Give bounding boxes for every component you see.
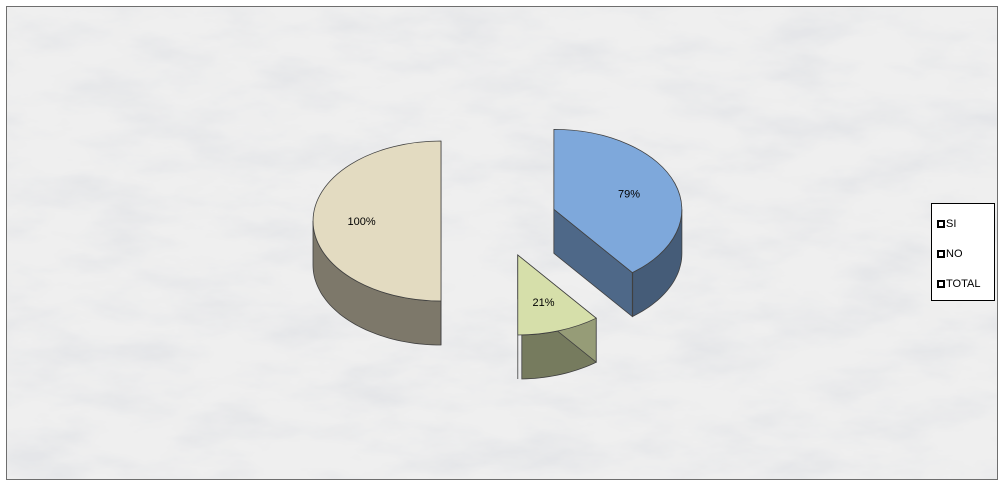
- slice-no-top: [517, 254, 597, 336]
- legend-key-no: [937, 250, 945, 258]
- slice-no: [517, 254, 597, 380]
- chart-area: 79% 21% 100% SI NO TOTAL: [6, 6, 998, 480]
- slice-total-top: [312, 140, 442, 302]
- data-label-total: 100%: [348, 216, 376, 228]
- legend-label-si: SI: [946, 218, 957, 230]
- legend-key-total: [937, 280, 945, 288]
- marble-background: [7, 7, 997, 479]
- data-label-no: 21%: [532, 297, 554, 309]
- slice-si: [553, 128, 683, 318]
- pie-chart: 79% 21% 100%: [7, 7, 997, 479]
- legend-item-no: NO: [937, 247, 963, 261]
- legend-item-si: SI: [937, 217, 956, 231]
- legend: SI NO TOTAL: [931, 203, 995, 301]
- legend-label-total: TOTAL: [946, 278, 981, 290]
- legend-key-si: [937, 220, 945, 228]
- legend-label-no: NO: [946, 248, 963, 260]
- legend-item-total: TOTAL: [937, 277, 980, 291]
- slice-total: [312, 140, 442, 346]
- slice-si-top: [553, 128, 683, 274]
- data-label-si: 79%: [618, 188, 640, 200]
